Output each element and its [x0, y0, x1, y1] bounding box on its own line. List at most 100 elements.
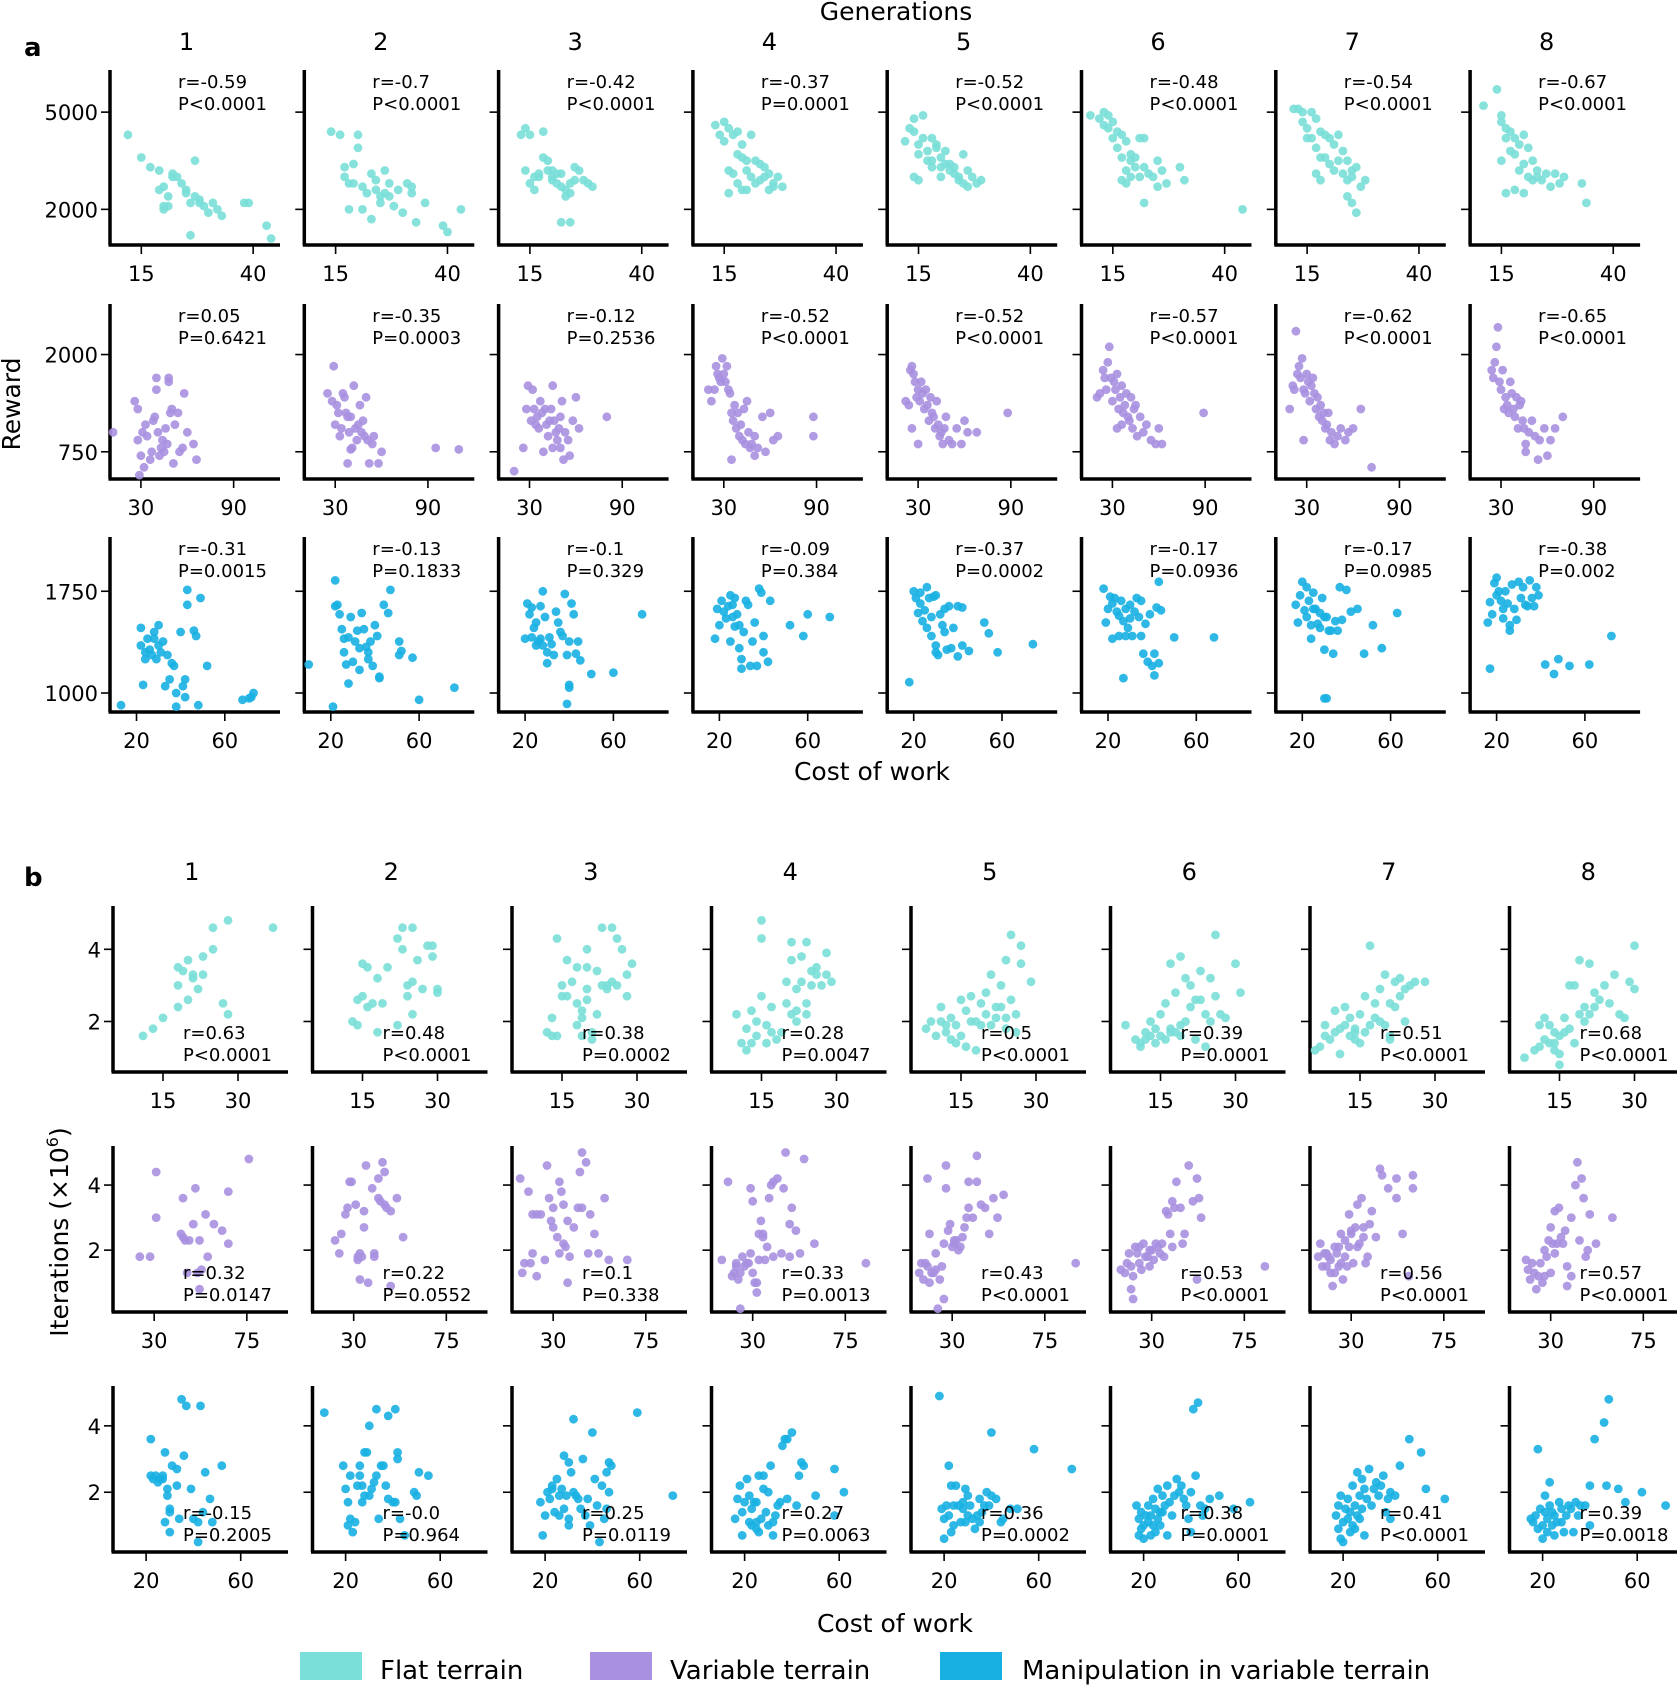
data-point: [400, 1531, 410, 1540]
data-point: [569, 609, 579, 619]
data-point: [367, 439, 377, 449]
x-tick-label: 20: [1330, 1569, 1357, 1593]
data-point: [1546, 182, 1555, 192]
data-point: [1130, 162, 1140, 172]
data-point: [1490, 357, 1500, 367]
data-point: [180, 692, 190, 702]
p-value-label: P=0.329: [567, 561, 644, 582]
data-point: [562, 1491, 571, 1500]
data-point: [1302, 612, 1312, 622]
data-point: [1510, 133, 1520, 143]
x-tick-label: 15: [1099, 262, 1126, 286]
data-point: [1132, 1501, 1141, 1510]
data-point: [158, 1013, 168, 1023]
correlation-r-label: r=0.57: [1580, 1263, 1643, 1284]
panel-b-y-axis-title-close: ): [45, 1127, 74, 1137]
data-point: [1016, 959, 1026, 969]
data-point: [767, 1027, 776, 1037]
scatter-panel-b-row2-gen6: 30 75r=0.53P<0.0001: [1101, 1146, 1286, 1353]
data-point: [1630, 941, 1639, 951]
data-point: [1386, 1514, 1395, 1524]
data-point: [1550, 1511, 1559, 1520]
data-point: [1139, 198, 1149, 208]
data-point: [174, 1514, 184, 1524]
data-point: [1315, 1239, 1325, 1248]
data-point: [1580, 1501, 1590, 1510]
data-point: [1355, 1009, 1365, 1019]
scatter-panel-a-row2-gen4: 30 90r=-0.52P<0.0001: [683, 304, 863, 520]
data-point: [1013, 1504, 1022, 1514]
p-value-label: P<0.0001: [383, 1045, 472, 1066]
data-point: [733, 1494, 742, 1504]
data-point: [556, 412, 565, 422]
data-point: [742, 1474, 752, 1484]
data-point: [732, 609, 742, 619]
data-point: [1510, 149, 1520, 159]
correlation-r-label: r=-0.52: [955, 306, 1024, 327]
data-point: [1186, 1002, 1195, 1012]
data-point: [1351, 208, 1361, 218]
data-point: [787, 1203, 797, 1213]
data-point: [1146, 1031, 1155, 1041]
data-point: [1166, 959, 1175, 969]
data-point: [909, 586, 919, 596]
data-point: [1367, 1206, 1377, 1216]
scatter-panel-b-row2-gen3: 30 75r=0.1P=0.338: [503, 1146, 687, 1353]
legend-label-variable-terrain: Variable terrain: [670, 1656, 870, 1685]
data-point: [1569, 1527, 1578, 1537]
data-point: [536, 634, 545, 644]
data-point: [1067, 1464, 1077, 1474]
data-point: [577, 1148, 587, 1157]
correlation-r-label: r=-0.54: [1344, 72, 1413, 93]
data-point: [159, 182, 169, 192]
data-point: [753, 443, 763, 453]
data-point: [557, 1187, 566, 1196]
data-point: [914, 149, 923, 159]
generation-title-a-3: 3: [567, 28, 582, 56]
data-point: [1136, 596, 1146, 606]
x-tick-label: 40: [1211, 262, 1238, 286]
data-point: [909, 114, 919, 123]
data-point: [412, 1491, 421, 1500]
data-point: [1117, 153, 1127, 162]
data-point: [1519, 188, 1529, 198]
data-point: [346, 445, 356, 454]
data-point: [443, 227, 452, 237]
data-point: [1541, 169, 1551, 179]
data-point: [1510, 412, 1520, 422]
data-point: [1546, 1268, 1556, 1278]
data-point: [1330, 439, 1339, 449]
data-point: [536, 601, 545, 611]
data-point: [333, 408, 343, 418]
data-point: [1155, 1521, 1165, 1530]
data-point: [209, 1219, 219, 1229]
data-point: [604, 1255, 614, 1265]
data-point: [1186, 981, 1195, 990]
data-point: [218, 999, 228, 1008]
data-point: [1540, 1491, 1550, 1500]
data-point: [536, 1497, 545, 1507]
data-point: [1590, 1434, 1599, 1444]
data-point: [159, 201, 169, 211]
data-point: [1184, 1161, 1194, 1170]
scatter-panel-a-row2-gen8: 30 90r=-0.65P<0.0001: [1461, 304, 1641, 520]
data-point: [558, 631, 567, 641]
data-point: [323, 389, 332, 398]
data-point: [724, 188, 734, 198]
data-point: [340, 172, 349, 182]
data-point: [330, 576, 340, 585]
data-point: [1497, 156, 1506, 166]
p-value-label: P=0.338: [582, 1285, 659, 1306]
correlation-r-label: r=0.39: [1181, 1023, 1244, 1044]
data-point: [1575, 1236, 1584, 1245]
data-point: [1533, 1444, 1543, 1454]
data-point: [1127, 631, 1137, 641]
data-point: [141, 420, 150, 429]
data-point: [163, 1491, 172, 1500]
data-point: [1440, 1494, 1450, 1504]
data-point: [1523, 143, 1533, 153]
data-point: [1582, 198, 1591, 208]
data-point: [1325, 1035, 1335, 1044]
data-point: [1330, 1006, 1340, 1016]
